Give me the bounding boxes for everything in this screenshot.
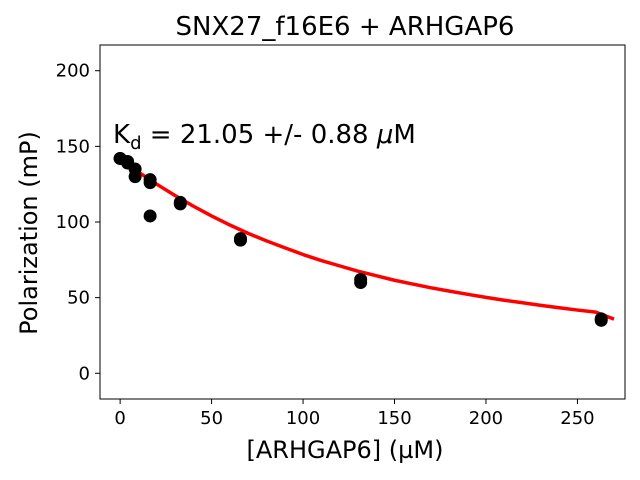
kd-unit-suffix: M: [393, 120, 415, 150]
data-point: [173, 197, 187, 211]
x-tick-label: 0: [114, 408, 125, 429]
data-point: [143, 209, 157, 223]
kd-unit-symbol: μ: [376, 120, 394, 150]
kd-annotation: Kd = 21.05 +/- 0.88 μM: [113, 120, 416, 154]
data-point: [594, 313, 608, 327]
x-axis-title: [ARHGAP6] (µM): [247, 436, 444, 464]
x-tick-label: 150: [377, 408, 411, 429]
kd-subscript: d: [130, 133, 141, 154]
x-tick-label: 50: [200, 408, 223, 429]
y-tick-label: 100: [56, 212, 90, 233]
y-tick-label: 0: [79, 363, 90, 384]
chart-title: SNX27_f16E6 + ARHGAP6: [176, 12, 515, 42]
data-point: [143, 176, 157, 190]
y-tick-label: 50: [67, 288, 90, 309]
y-axis-title: Polarization (mP): [15, 131, 43, 335]
kd-value: = 21.05 +/- 0.88: [142, 120, 377, 150]
data-point: [233, 233, 247, 247]
y-tick-label: 200: [56, 61, 90, 82]
x-tick-label: 100: [286, 408, 320, 429]
y-tick-label: 150: [56, 136, 90, 157]
fit-curve: [119, 155, 615, 321]
x-tick-label: 250: [560, 408, 594, 429]
data-point: [354, 276, 368, 290]
kd-prefix: K: [113, 120, 131, 150]
x-tick-label: 200: [469, 408, 503, 429]
data-point: [128, 170, 142, 184]
plot-area: [113, 151, 615, 327]
axis-ticks: 0 50 100 150 200 250 0 50 100 150 200: [56, 61, 595, 429]
